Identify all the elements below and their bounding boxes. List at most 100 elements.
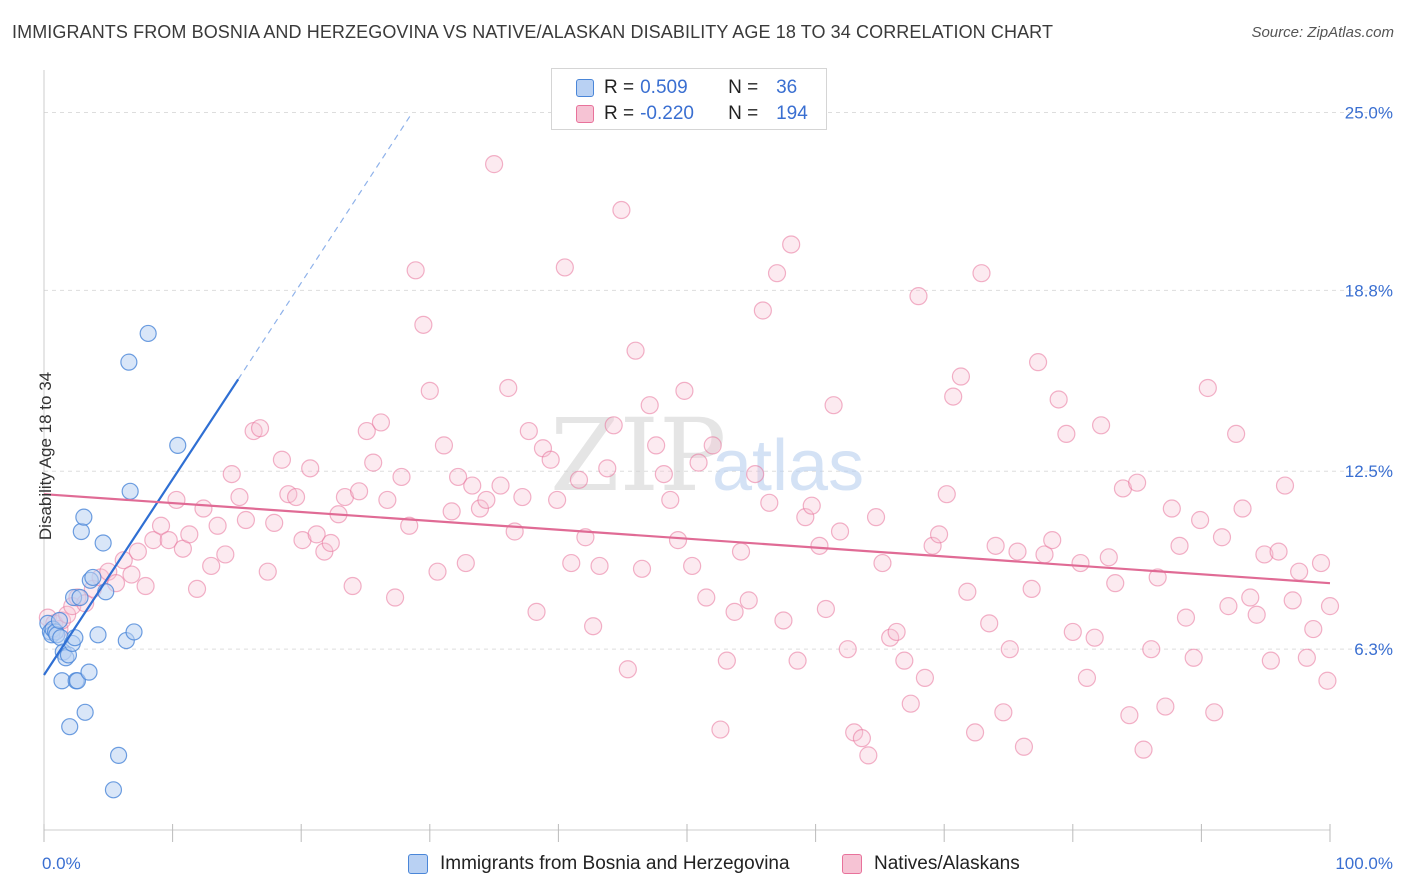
- natives-point: [1162, 499, 1181, 518]
- bosnia-point: [94, 534, 112, 552]
- natives-point: [1283, 591, 1302, 610]
- bosnia-point: [125, 623, 143, 641]
- natives-point: [1304, 619, 1323, 639]
- natives-point: [1318, 671, 1337, 690]
- natives-point: [1148, 568, 1167, 587]
- natives-point: [392, 467, 411, 487]
- bosnia-point: [75, 508, 93, 526]
- natives-point: [448, 467, 468, 487]
- bottom-legend-swatch-pink: [842, 854, 862, 874]
- bosnia-point: [109, 746, 128, 764]
- natives-alaskans-points: [38, 155, 1340, 765]
- natives-point: [915, 668, 935, 687]
- natives-point: [1233, 499, 1252, 518]
- bottom-legend-natives[interactable]: Natives/Alaskans: [842, 852, 1020, 876]
- natives-point: [830, 522, 850, 541]
- natives-point: [958, 582, 977, 601]
- natives-point: [717, 651, 736, 670]
- bosnia-point: [50, 611, 69, 630]
- natives-point: [491, 476, 510, 495]
- natives-point: [901, 694, 920, 713]
- natives-point: [1049, 390, 1068, 409]
- natives-point: [1227, 424, 1246, 444]
- natives-point: [618, 660, 637, 679]
- natives-point: [584, 617, 603, 636]
- natives-point: [1255, 545, 1274, 564]
- natives-point: [485, 155, 504, 174]
- natives-point: [1205, 703, 1224, 722]
- natives-point: [499, 378, 518, 398]
- bosnia-point: [104, 781, 123, 799]
- natives-point: [640, 396, 659, 415]
- correlation-legend: R = 0.509 N = 36 R = -0.220 N = 194: [551, 68, 827, 130]
- natives-point: [159, 531, 178, 550]
- natives-point: [128, 542, 147, 561]
- natives-point: [887, 622, 906, 642]
- natives-point: [796, 508, 815, 527]
- legend-swatch-blue: [576, 79, 594, 97]
- natives-point: [1290, 562, 1309, 581]
- legend-n-label: N =: [728, 77, 759, 98]
- x-tick-label: 100.0%: [1335, 854, 1393, 873]
- natives-point: [527, 602, 546, 621]
- trend-lines: [43, 114, 1331, 676]
- natives-point: [626, 341, 645, 360]
- natives-point: [569, 470, 589, 489]
- natives-point: [230, 487, 249, 507]
- natives-point: [378, 490, 397, 510]
- tick-labels: 6.3% 12.5% 18.8% 25.0% 0.0% 100.0%: [42, 103, 1393, 873]
- legend-r-value: 0.509: [640, 77, 688, 98]
- natives-point: [612, 200, 631, 220]
- natives-point: [1297, 648, 1316, 667]
- natives-point: [1142, 640, 1161, 659]
- natives-point: [810, 536, 829, 555]
- natives-point: [371, 413, 391, 432]
- natives-point: [668, 531, 688, 550]
- natives-point: [1091, 416, 1111, 435]
- natives-point: [788, 651, 807, 670]
- x-tick-label: 0.0%: [42, 854, 81, 873]
- natives-point: [1022, 579, 1041, 599]
- natives-point: [852, 729, 871, 748]
- natives-point: [400, 516, 419, 535]
- natives-point: [414, 315, 433, 334]
- legend-row-bosnia: R = 0.509 N = 36: [576, 77, 797, 99]
- natives-point: [1106, 574, 1125, 593]
- natives-point: [1261, 651, 1280, 670]
- natives-point: [972, 264, 991, 283]
- natives-point: [208, 516, 227, 535]
- bosnia-point: [139, 324, 157, 343]
- natives-point: [136, 576, 155, 596]
- bosnia-trend-extension: [237, 114, 412, 380]
- natives-point: [122, 565, 141, 584]
- bottom-legend-label: Natives/Alaskans: [874, 853, 1020, 874]
- natives-point: [456, 553, 475, 573]
- bottom-legend-swatch-blue: [408, 854, 428, 874]
- natives-point: [654, 464, 673, 484]
- bosnia-point: [89, 626, 107, 644]
- natives-point: [385, 588, 405, 607]
- source-label[interactable]: Source: ZipAtlas.com: [1251, 24, 1394, 41]
- natives-point: [442, 502, 461, 521]
- natives-point: [406, 261, 425, 280]
- natives-point: [689, 453, 708, 472]
- natives-point: [167, 490, 186, 510]
- natives-point: [562, 553, 581, 573]
- bosnia-point: [72, 522, 90, 541]
- natives-point: [194, 499, 213, 518]
- natives-point: [1071, 553, 1090, 573]
- y-tick-label: 12.5%: [1345, 462, 1393, 481]
- bosnia-point: [120, 353, 138, 371]
- natives-point: [1014, 737, 1034, 756]
- natives-point: [463, 476, 482, 495]
- bottom-legend-bosnia[interactable]: Immigrants from Bosnia and Herzegovina: [408, 852, 790, 876]
- natives-point: [1184, 648, 1203, 667]
- natives-point: [272, 450, 292, 469]
- natives-point: [1099, 548, 1118, 567]
- natives-point: [590, 556, 609, 576]
- natives-point: [222, 464, 241, 484]
- natives-point: [364, 453, 383, 472]
- natives-point: [513, 487, 532, 507]
- legend-r-value: -0.220: [640, 103, 694, 124]
